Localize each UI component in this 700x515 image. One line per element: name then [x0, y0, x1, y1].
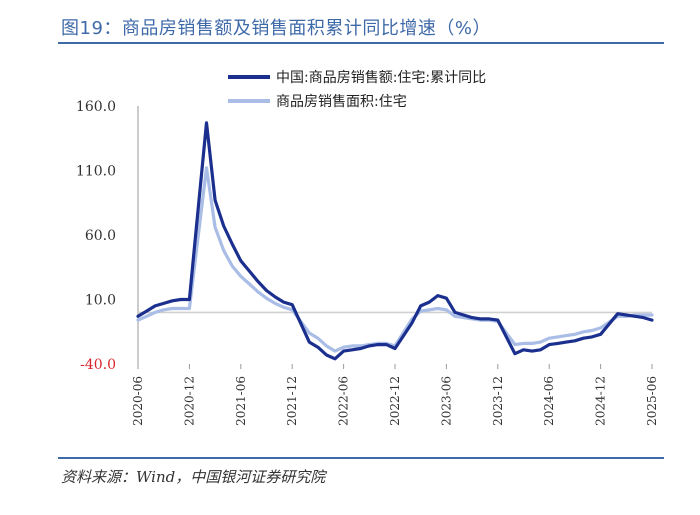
legend-label-light: 商品房销售面积:住宅: [276, 94, 407, 110]
x-tick-label: 2024-06: [542, 376, 556, 426]
x-tick-label: 2022-12: [388, 376, 402, 426]
series-line-sales-area: [136, 166, 654, 353]
legend: 中国:商品房销售额:住宅:累计同比 商品房销售面积:住宅: [228, 70, 486, 110]
x-tick-label: 2020-12: [182, 376, 196, 426]
series-line-sales-amount: [136, 121, 654, 361]
x-tick-label: 2025-06: [645, 376, 659, 426]
legend-label-dark: 中国:商品房销售额:住宅:累计同比: [276, 70, 486, 86]
y-tick-label: 160.0: [76, 99, 116, 115]
y-tick-label: 110.0: [76, 164, 116, 180]
x-tick-label: 2022-06: [337, 376, 351, 426]
x-tick-label: 2020-06: [131, 376, 145, 426]
title-divider: [58, 42, 664, 44]
x-tick-label: 2024-12: [594, 376, 608, 426]
y-tick-label: 10.0: [85, 293, 116, 309]
x-tick-label: 2023-06: [439, 376, 453, 426]
chart-title: 图19：商品房销售额及销售面积累计同比增速（%）: [61, 18, 492, 39]
source-divider: [58, 457, 664, 459]
x-tick-label: 2021-12: [285, 376, 299, 426]
source-note: 资料来源：Wind，中国银河证券研究院: [61, 468, 326, 486]
x-tick-labels: 2020-06 2020-12 2021-06 2021-12 2022-06 2022-…: [131, 364, 659, 426]
x-tick-label: 2021-06: [234, 376, 248, 426]
y-tick-labels: 160.0 110.0 60.0 10.0 -40.0: [76, 99, 116, 373]
y-tick-label: -40.0: [80, 357, 116, 373]
series-layer: [136, 121, 654, 361]
x-tick-label: 2023-12: [491, 376, 505, 426]
y-tick-label: 60.0: [85, 228, 116, 244]
